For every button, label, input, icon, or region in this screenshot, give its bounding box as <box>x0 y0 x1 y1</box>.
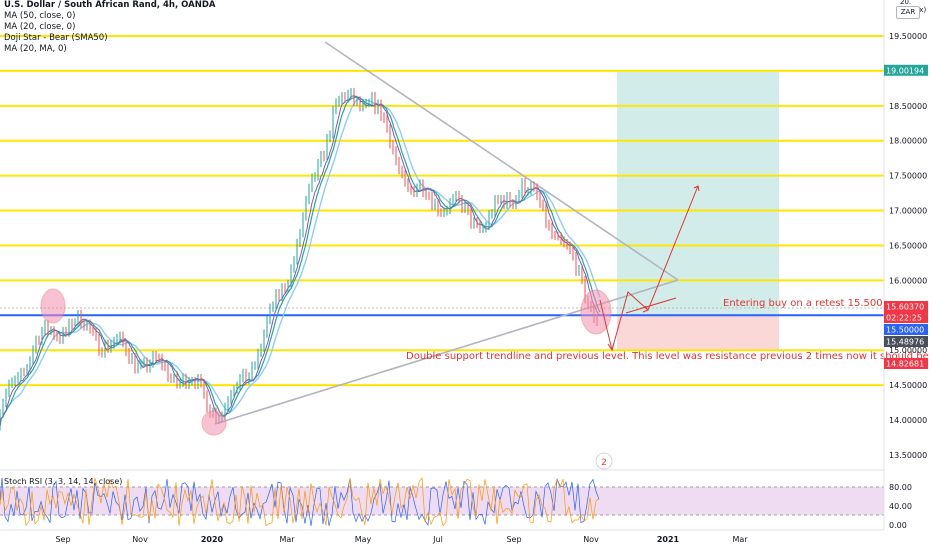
price-tick-label: 18.00000 <box>889 137 927 146</box>
stoch-series <box>0 477 600 527</box>
stoch-label[interactable]: Stoch RSI (3, 3, 14, 14, close) <box>4 477 123 486</box>
descending-trendline[interactable] <box>324 41 679 281</box>
indicator-ma20[interactable]: MA (20, close, 0) <box>4 22 76 32</box>
indicator-ma-ma[interactable]: MA (20, MA, 0) <box>4 44 67 54</box>
price-tick-label: 19.50000 <box>889 32 927 41</box>
stoch-tick-label: 0.00 <box>889 521 907 530</box>
time-tick-label: Jul <box>432 535 443 544</box>
price-tick-label: 18.50000 <box>889 102 927 111</box>
time-axis[interactable]: Sep Nov 2020 Mar May Jul Sep Nov 2021 Mar <box>55 535 748 544</box>
projection-path[interactable] <box>599 185 699 351</box>
indicator-doji[interactable]: Doji Star - Bear (SMA50) <box>4 33 108 43</box>
ma-line-fast <box>0 95 601 427</box>
highlight-circles[interactable] <box>40 288 612 436</box>
time-tick-label: Sep <box>55 535 70 544</box>
stoch-k-line <box>0 477 600 527</box>
price-tag <box>884 324 928 335</box>
price-tag <box>884 336 928 347</box>
price-tick-label: 14.00000 <box>889 416 927 425</box>
price-tag-label: 15.48976 <box>886 338 924 347</box>
price-tick-label: 13.50000 <box>889 451 927 460</box>
price-tag-label: 14.82681 <box>886 360 924 369</box>
ma-line-mid <box>0 96 601 427</box>
price-tag-label: 19.00194 <box>886 66 924 75</box>
horizontal-levels[interactable] <box>0 35 884 387</box>
support-annotation[interactable]: Double support trendline and previous le… <box>406 351 932 362</box>
price-tag <box>884 312 928 323</box>
price-tick-label: 14.50000 <box>889 381 927 390</box>
time-tick-label: Mar <box>732 535 748 544</box>
price-tick-label: 16.00000 <box>889 276 927 285</box>
arrow-head-icon <box>607 342 615 352</box>
long-loss-zone[interactable] <box>617 315 779 351</box>
highlight-circle[interactable] <box>580 289 612 335</box>
highlight-circle[interactable] <box>40 288 66 324</box>
time-tick-label: Sep <box>506 535 521 544</box>
stoch-axis: 80.00 40.00 0.00 <box>889 483 912 530</box>
price-tag-label: 02:22:25 <box>886 314 922 323</box>
symbol-title[interactable]: U.S. Dollar / South African Rand, 4h, OA… <box>4 0 216 10</box>
price-tag <box>884 64 928 76</box>
price-tag <box>884 358 928 369</box>
time-tick-label: 2020 <box>201 535 224 544</box>
price-tick-label: 17.50000 <box>889 172 927 181</box>
price-tick-label: 17.00000 <box>889 207 927 216</box>
price-tag <box>884 301 928 312</box>
price-tags: 19.00194 15.60370 02:22:25 15.50000 15.48976… <box>884 64 928 369</box>
projection-arrows[interactable] <box>599 185 700 352</box>
ma-line-slow <box>0 98 601 427</box>
long-profit-zone[interactable] <box>617 72 779 315</box>
price-tick-label: 16.50000 <box>889 241 927 250</box>
ideas-badge-count: 2 <box>601 458 607 468</box>
price-tag-label: 15.50000 <box>886 326 924 335</box>
time-tick-label: Mar <box>279 535 295 544</box>
price-axis[interactable]: 19.5000019.0000018.5000018.0000017.50000… <box>889 32 927 460</box>
indicator-ma50[interactable]: MA (50, close, 0) <box>4 11 76 21</box>
stoch-d-line <box>0 477 600 527</box>
chart-legend: U.S. Dollar / South African Rand, 4h, OA… <box>4 0 215 55</box>
arrow-head-icon <box>693 185 700 192</box>
ideas-badge-icon[interactable] <box>595 452 613 470</box>
time-tick-label: Nov <box>132 535 148 544</box>
highlight-circle[interactable] <box>201 410 227 436</box>
time-tick-label: May <box>355 535 372 544</box>
stoch-tick-label: 40.00 <box>889 502 912 511</box>
stoch-tick-label: 80.00 <box>889 483 912 492</box>
time-tick-label: Nov <box>583 535 599 544</box>
price-series <box>0 88 601 431</box>
price-tag-label: 15.60370 <box>886 303 924 312</box>
currency-button[interactable]: ZAR <box>896 6 920 19</box>
retest-pointer <box>625 297 677 314</box>
time-tick-label: 2021 <box>657 535 680 544</box>
retest-annotation[interactable]: Entering buy on a retest 15.500 <box>723 298 883 309</box>
price-tick-label: 15.00000 <box>889 346 927 355</box>
